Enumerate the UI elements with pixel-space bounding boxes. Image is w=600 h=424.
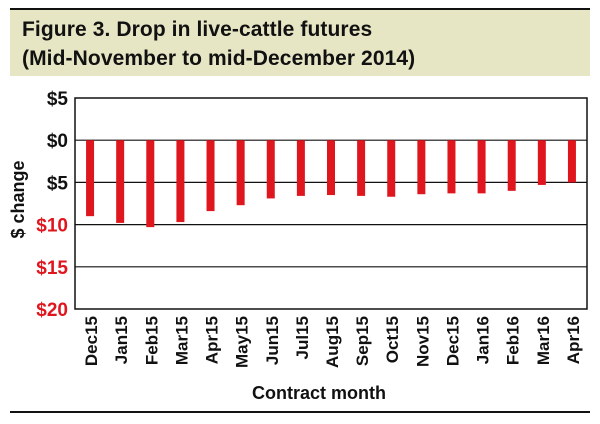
x-axis-label: Contract month: [252, 383, 386, 403]
bar-aug15: [327, 140, 335, 196]
x-tick-label: Apr15: [203, 316, 222, 364]
gridlines: [75, 139, 587, 268]
bar-dec15: [86, 140, 95, 217]
x-tick-label: Feb15: [142, 316, 161, 365]
x-tick-label: Jun15: [263, 316, 282, 365]
x-tick-label: Mar16: [534, 316, 553, 365]
figure-title: Figure 3. Drop in live-cattle futures: [22, 18, 373, 41]
bar-feb16: [507, 140, 516, 191]
x-tick-label: Apr16: [564, 316, 583, 364]
y-tick-label: $0: [47, 131, 68, 152]
x-tick-label: Dec15: [82, 316, 101, 366]
bar-mar15: [176, 140, 185, 223]
bar-mar16: [537, 140, 546, 185]
bar-dec15: [447, 140, 456, 194]
bottom-rule: [10, 411, 590, 413]
x-tick-label: Feb16: [504, 316, 523, 365]
y-tick-label: $20: [36, 300, 68, 321]
y-tick-label: $10: [36, 216, 68, 237]
x-tick-label: Oct15: [383, 316, 402, 363]
x-tick-label: Jan16: [474, 316, 493, 364]
y-tick-label: $5: [47, 173, 69, 194]
x-tick-label: May15: [233, 316, 252, 368]
x-tick-label: Sep15: [353, 316, 372, 366]
bars: [86, 140, 576, 228]
y-tick-labels: $5 $0 $5 $10 $15 $20: [36, 89, 68, 321]
bar-jan16: [477, 140, 486, 194]
bar-apr15: [206, 140, 215, 212]
x-tick-label: Aug15: [323, 316, 342, 368]
bar-jun15: [266, 140, 275, 199]
bar-jan15: [116, 140, 125, 223]
x-tick-label: Jan15: [112, 316, 131, 364]
x-tick-labels: Dec15 Jan15 Feb15 Mar15 Apr15 May15 Jun15 Jul15…: [82, 316, 583, 368]
bar-oct15: [387, 140, 396, 197]
plot-area: [74, 97, 588, 310]
bar-apr16: [567, 140, 576, 183]
x-tick-label: Dec15: [443, 316, 462, 366]
title-box: Figure 3. Drop in live-cattle futures (M…: [10, 8, 590, 76]
x-tick-label: Nov15: [413, 316, 432, 367]
y-tick-label: $5: [47, 89, 69, 110]
bar-may15: [236, 140, 245, 206]
figure-subtitle: (Mid-November to mid-December 2014): [22, 47, 416, 70]
bar-sep15: [357, 140, 366, 196]
y-tick-label: $15: [36, 258, 68, 279]
bar-feb15: [146, 140, 155, 228]
bar-nov15: [417, 140, 426, 195]
x-tick-label: Jul15: [293, 316, 312, 359]
x-tick-label: Mar15: [172, 316, 191, 365]
bar-jul15: [296, 140, 305, 196]
y-axis-label: $ change: [8, 160, 28, 238]
